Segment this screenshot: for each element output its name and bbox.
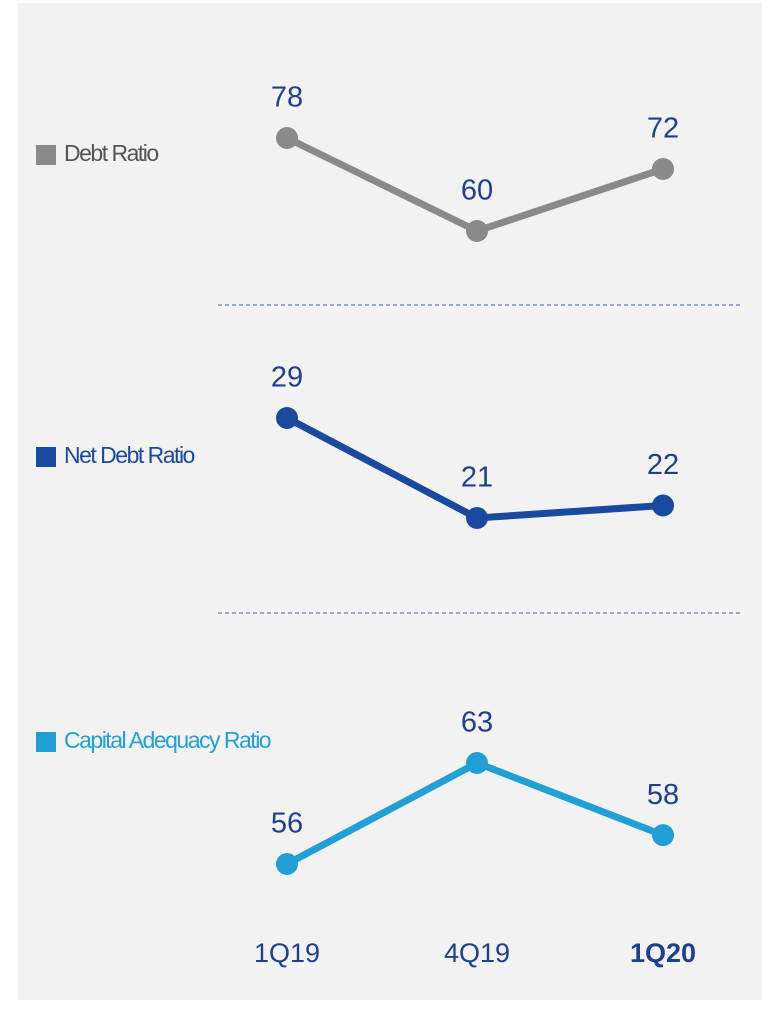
- point: [466, 220, 488, 242]
- data-label: 29: [271, 362, 303, 394]
- data-label: 72: [647, 113, 679, 145]
- legend-swatch: [36, 145, 56, 165]
- point: [276, 407, 298, 429]
- legend-label: Capital Adequacy Ratio: [64, 727, 271, 753]
- data-label: 56: [271, 808, 303, 840]
- point: [466, 507, 488, 529]
- x-tick-label: 1Q19: [254, 938, 320, 968]
- panel-background: [18, 3, 762, 1000]
- x-tick-label: 4Q19: [444, 938, 510, 968]
- point: [652, 824, 674, 847]
- legend-swatch: [36, 447, 56, 467]
- point: [466, 752, 488, 774]
- data-label: 60: [461, 175, 493, 207]
- data-label: 22: [647, 449, 679, 481]
- data-label: 21: [461, 462, 493, 494]
- point: [276, 853, 298, 875]
- point: [652, 158, 674, 180]
- data-label: 58: [647, 779, 679, 811]
- point: [276, 127, 298, 149]
- legend-swatch: [36, 732, 56, 752]
- legend-label: Debt Ratio: [64, 140, 158, 166]
- data-label: 63: [461, 707, 493, 739]
- x-tick-label: 1Q20: [630, 938, 696, 968]
- legend-label: Net Debt Ratio: [64, 442, 195, 468]
- point: [652, 494, 674, 517]
- data-label: 78: [271, 82, 303, 114]
